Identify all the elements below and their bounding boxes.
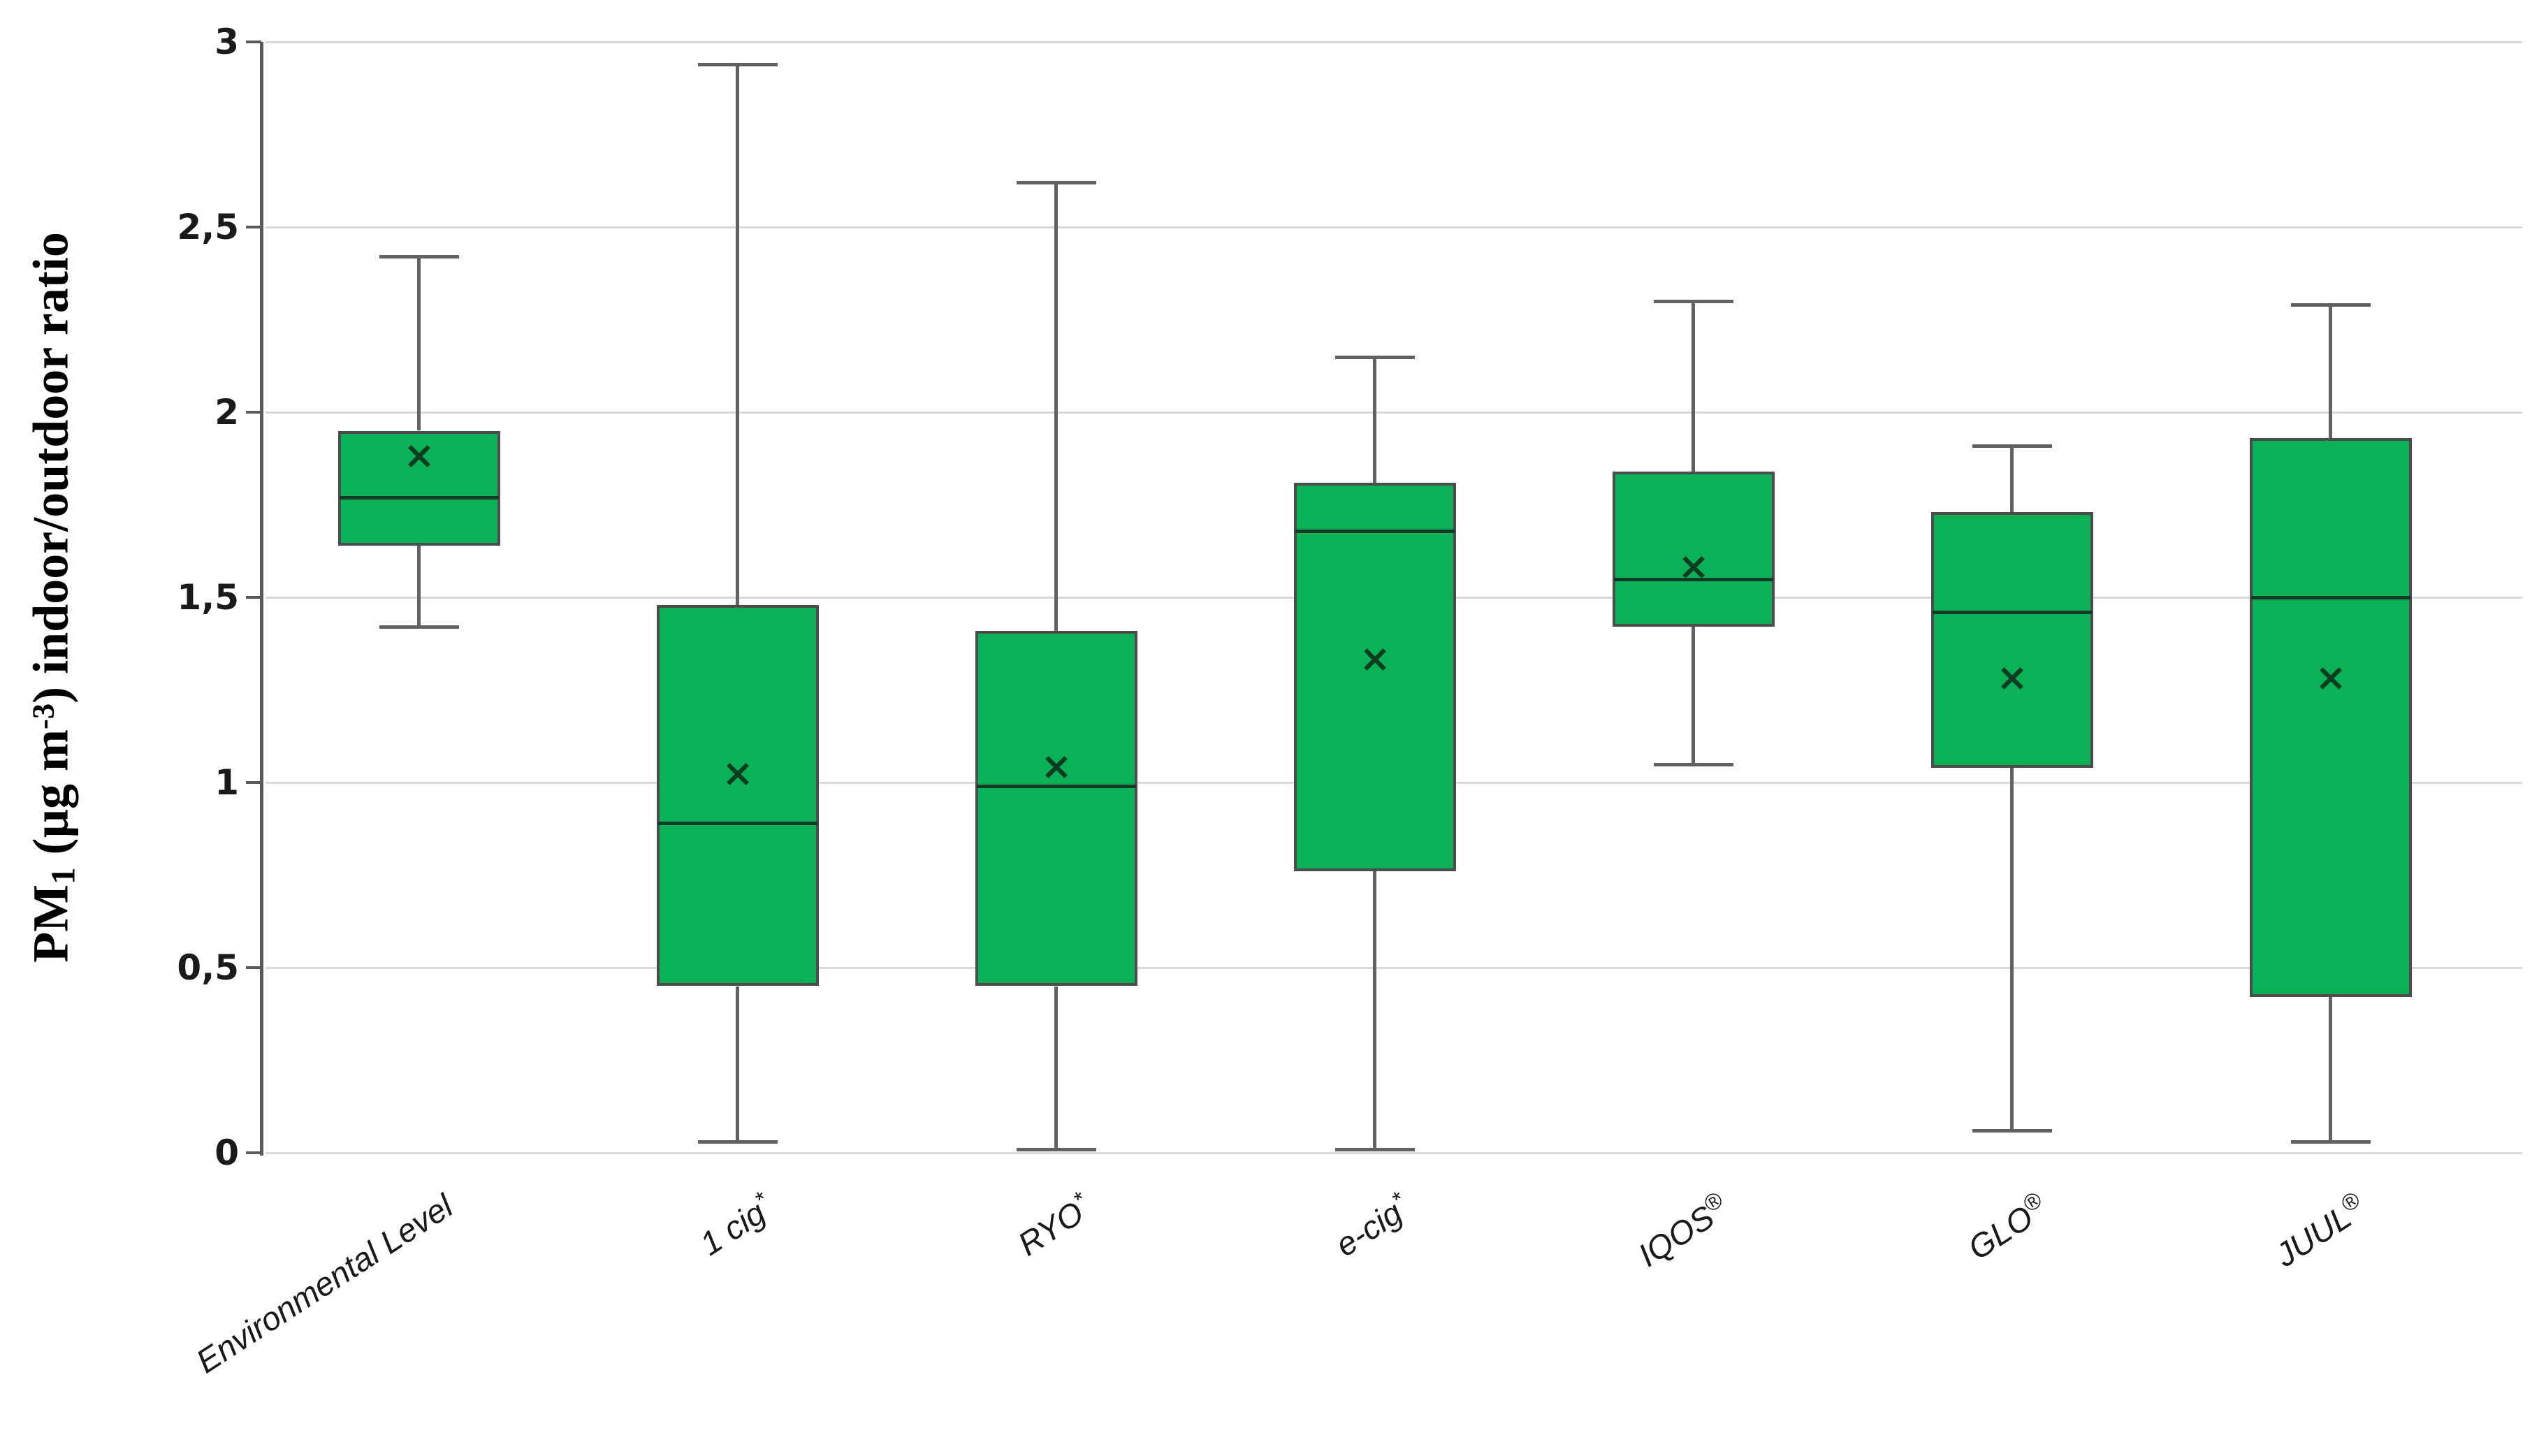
y-axis-tick: [246, 41, 261, 43]
upper-whisker-cap: [2291, 303, 2371, 307]
y-tick-label: 0,5: [177, 947, 239, 988]
lower-whisker-cap: [2291, 1140, 2371, 1144]
box-iqr: [1294, 482, 1456, 872]
upper-whisker-cap: [1972, 444, 2052, 448]
box-iqr: [1613, 471, 1775, 627]
upper-whisker-line: [1692, 301, 1695, 472]
x-axis-category-label: Environmental Level: [189, 1186, 460, 1381]
median-line: [977, 785, 1136, 789]
lower-whisker-cap: [1017, 1147, 1096, 1151]
y-axis-tick: [246, 781, 261, 784]
x-axis-category-label: GLO®: [1959, 1186, 2053, 1267]
lower-whisker-line: [1692, 627, 1695, 764]
upper-whisker-cap: [1017, 181, 1096, 185]
lower-whisker-cap: [1972, 1129, 2052, 1133]
lower-whisker-cap: [1335, 1147, 1415, 1151]
y-gridline: [265, 226, 2522, 228]
median-line: [1614, 577, 1773, 581]
upper-whisker-line: [736, 64, 739, 605]
box-iqr: [1931, 512, 2093, 768]
median-line: [340, 495, 499, 500]
x-axis-category-label: RYO*: [1010, 1186, 1098, 1263]
y-gridline: [265, 1152, 2522, 1154]
box-iqr: [2250, 438, 2412, 998]
y-title-suffix: ) indoor/outdoor ratio: [22, 232, 79, 704]
lower-whisker-cap: [1654, 762, 1733, 766]
y-tick-label: 3: [214, 22, 239, 62]
upper-whisker-cap: [698, 62, 778, 66]
lower-whisker-line: [417, 545, 421, 627]
mean-marker: ×: [2315, 655, 2347, 699]
y-axis-tick: [246, 966, 261, 969]
y-tick-label: 0: [214, 1133, 239, 1173]
x-label-text: Environmental Level: [189, 1186, 460, 1381]
upper-whisker-cap: [379, 255, 459, 259]
upper-whisker-line: [1373, 356, 1376, 483]
y-title-superscript: -3: [25, 703, 61, 730]
lower-whisker-cap: [379, 625, 459, 629]
x-axis-category-label: JUUL®: [2267, 1186, 2373, 1274]
y-axis-tick: [246, 596, 261, 599]
x-axis-category-label: IQOS®: [1630, 1186, 1736, 1274]
y-tick-label: 2,5: [177, 207, 239, 247]
upper-whisker-cap: [1335, 355, 1415, 359]
y-title-subscript: 1: [43, 867, 82, 884]
x-axis-category-label: e-cig*: [1327, 1186, 1417, 1264]
lower-whisker-cap: [698, 1140, 778, 1144]
upper-whisker-line: [417, 256, 421, 431]
x-axis-category-label: 1 cig*: [692, 1186, 780, 1263]
y-title-mid: (µg m: [22, 729, 79, 868]
y-gridline: [265, 967, 2522, 969]
y-tick-label: 1: [214, 762, 239, 803]
lower-whisker-line: [2329, 997, 2332, 1142]
lower-whisker-line: [736, 986, 739, 1142]
upper-whisker-cap: [1654, 300, 1733, 303]
y-tick-label: 1,5: [177, 577, 239, 618]
mean-marker: ×: [722, 751, 754, 796]
box-iqr: [657, 604, 819, 987]
median-line: [1295, 529, 1455, 533]
y-axis-tick: [246, 1151, 261, 1154]
median-line: [658, 822, 817, 826]
mean-marker: ×: [403, 432, 435, 477]
mean-marker: ×: [1996, 655, 2028, 699]
median-line: [1933, 611, 2092, 615]
y-axis-line: [260, 42, 263, 1156]
upper-whisker-line: [2010, 445, 2014, 513]
y-gridline: [265, 412, 2522, 414]
mean-marker: ×: [1678, 544, 1710, 588]
median-line: [2251, 596, 2410, 599]
mean-marker: ×: [1040, 743, 1072, 788]
y-title-prefix: PM: [22, 884, 79, 963]
upper-whisker-line: [1054, 182, 1058, 631]
lower-whisker-line: [2010, 767, 2014, 1131]
lower-whisker-line: [1054, 986, 1058, 1149]
lower-whisker-line: [1373, 871, 1376, 1149]
mean-marker: ×: [1359, 636, 1391, 680]
box-iqr: [975, 630, 1137, 987]
y-axis-tick: [246, 411, 261, 414]
y-axis-title: PM1 (µg m-3) indoor/outdoor ratio: [22, 232, 82, 963]
y-axis-tick: [246, 226, 261, 228]
box-iqr: [338, 430, 500, 546]
y-gridline: [265, 41, 2522, 43]
upper-whisker-line: [2329, 305, 2332, 439]
y-tick-label: 2: [214, 392, 239, 432]
